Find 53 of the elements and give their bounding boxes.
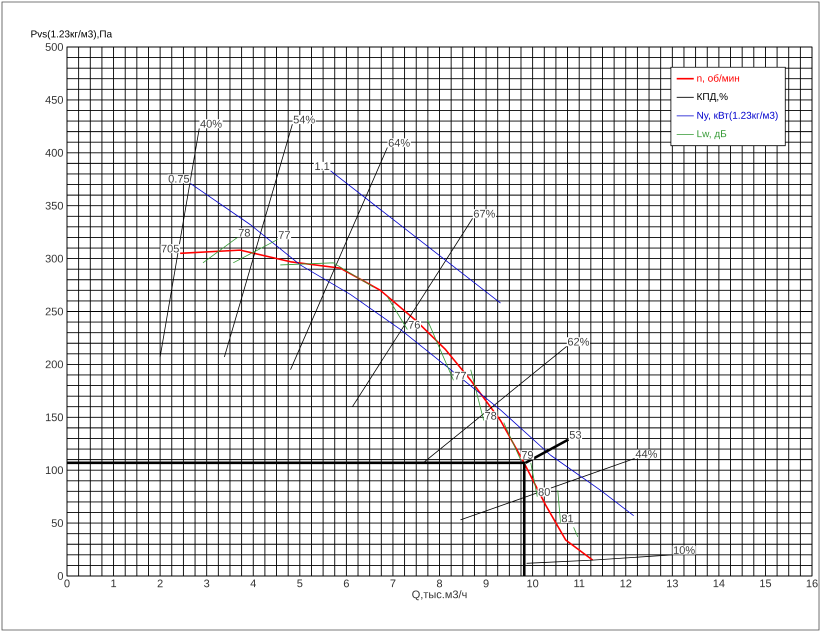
annotation: 0.75 (168, 174, 190, 183)
annotation: 64% (388, 138, 410, 147)
annotation: 54% (294, 116, 315, 124)
y-tick-label: 300 (46, 254, 64, 262)
x-tick-label: 1 (111, 580, 116, 588)
x-tick-label: 14 (714, 580, 725, 588)
x-tick-label: 0 (64, 580, 70, 588)
legend-label: КПД,% (697, 93, 728, 102)
x-tick-label: 5 (297, 580, 302, 588)
legend-label: n, об/мин (697, 74, 740, 83)
y-tick-label: 150 (46, 413, 64, 422)
y-tick-label: 250 (46, 308, 64, 316)
annotation: 78 (485, 412, 496, 420)
x-tick-label: 6 (344, 580, 349, 588)
annotation: 77 (454, 372, 466, 380)
x-tick-label: 11 (574, 580, 584, 588)
x-tick-label: 13 (667, 580, 678, 588)
annotation: 77 (278, 231, 290, 239)
y-tick-label: 0 (58, 572, 64, 580)
annotation: 1.1 (315, 162, 330, 170)
y-tick-label: 500 (46, 43, 64, 51)
x-tick-label: 15 (760, 580, 772, 588)
x-tick-label: 16 (806, 580, 818, 588)
annotation: 67% (474, 210, 495, 218)
annotation: 81 (562, 514, 574, 522)
y-axis-title: Pvs(1.23кг/м3),Па (31, 30, 112, 40)
annotation: 44% (636, 450, 658, 458)
annotation: 80 (538, 488, 550, 496)
legend-label: Ny, кВт(1.23кг/м3) (697, 112, 778, 121)
y-tick-label: 100 (46, 466, 64, 474)
x-tick-label: 4 (250, 580, 256, 588)
annotation: 40% (200, 120, 222, 128)
annotation: 78 (238, 228, 250, 237)
annotation: 76 (408, 320, 420, 329)
x-tick-label: 7 (390, 580, 396, 588)
annotation: 79 (522, 451, 534, 459)
annotation: 53 (570, 430, 582, 439)
legend-label: Lw, дБ (697, 130, 726, 140)
x-tick-label: 10 (527, 580, 538, 588)
x-tick-label: 8 (436, 580, 442, 588)
x-tick-label: 12 (620, 580, 632, 588)
y-tick-label: 450 (45, 96, 64, 104)
y-tick-label: 350 (46, 202, 64, 210)
x-axis-title: Q,тыс.м3/ч (412, 590, 467, 600)
annotation: 705 (162, 244, 179, 253)
y-tick-label: 200 (46, 360, 64, 368)
annotation: 62% (568, 338, 590, 346)
x-tick-label: 2 (158, 580, 163, 588)
y-tick-label: 50 (52, 519, 64, 527)
x-tick-label: 9 (484, 580, 489, 588)
x-tick-label: 3 (204, 580, 210, 588)
y-tick-label: 400 (45, 148, 64, 157)
annotation: 10% (674, 546, 695, 554)
